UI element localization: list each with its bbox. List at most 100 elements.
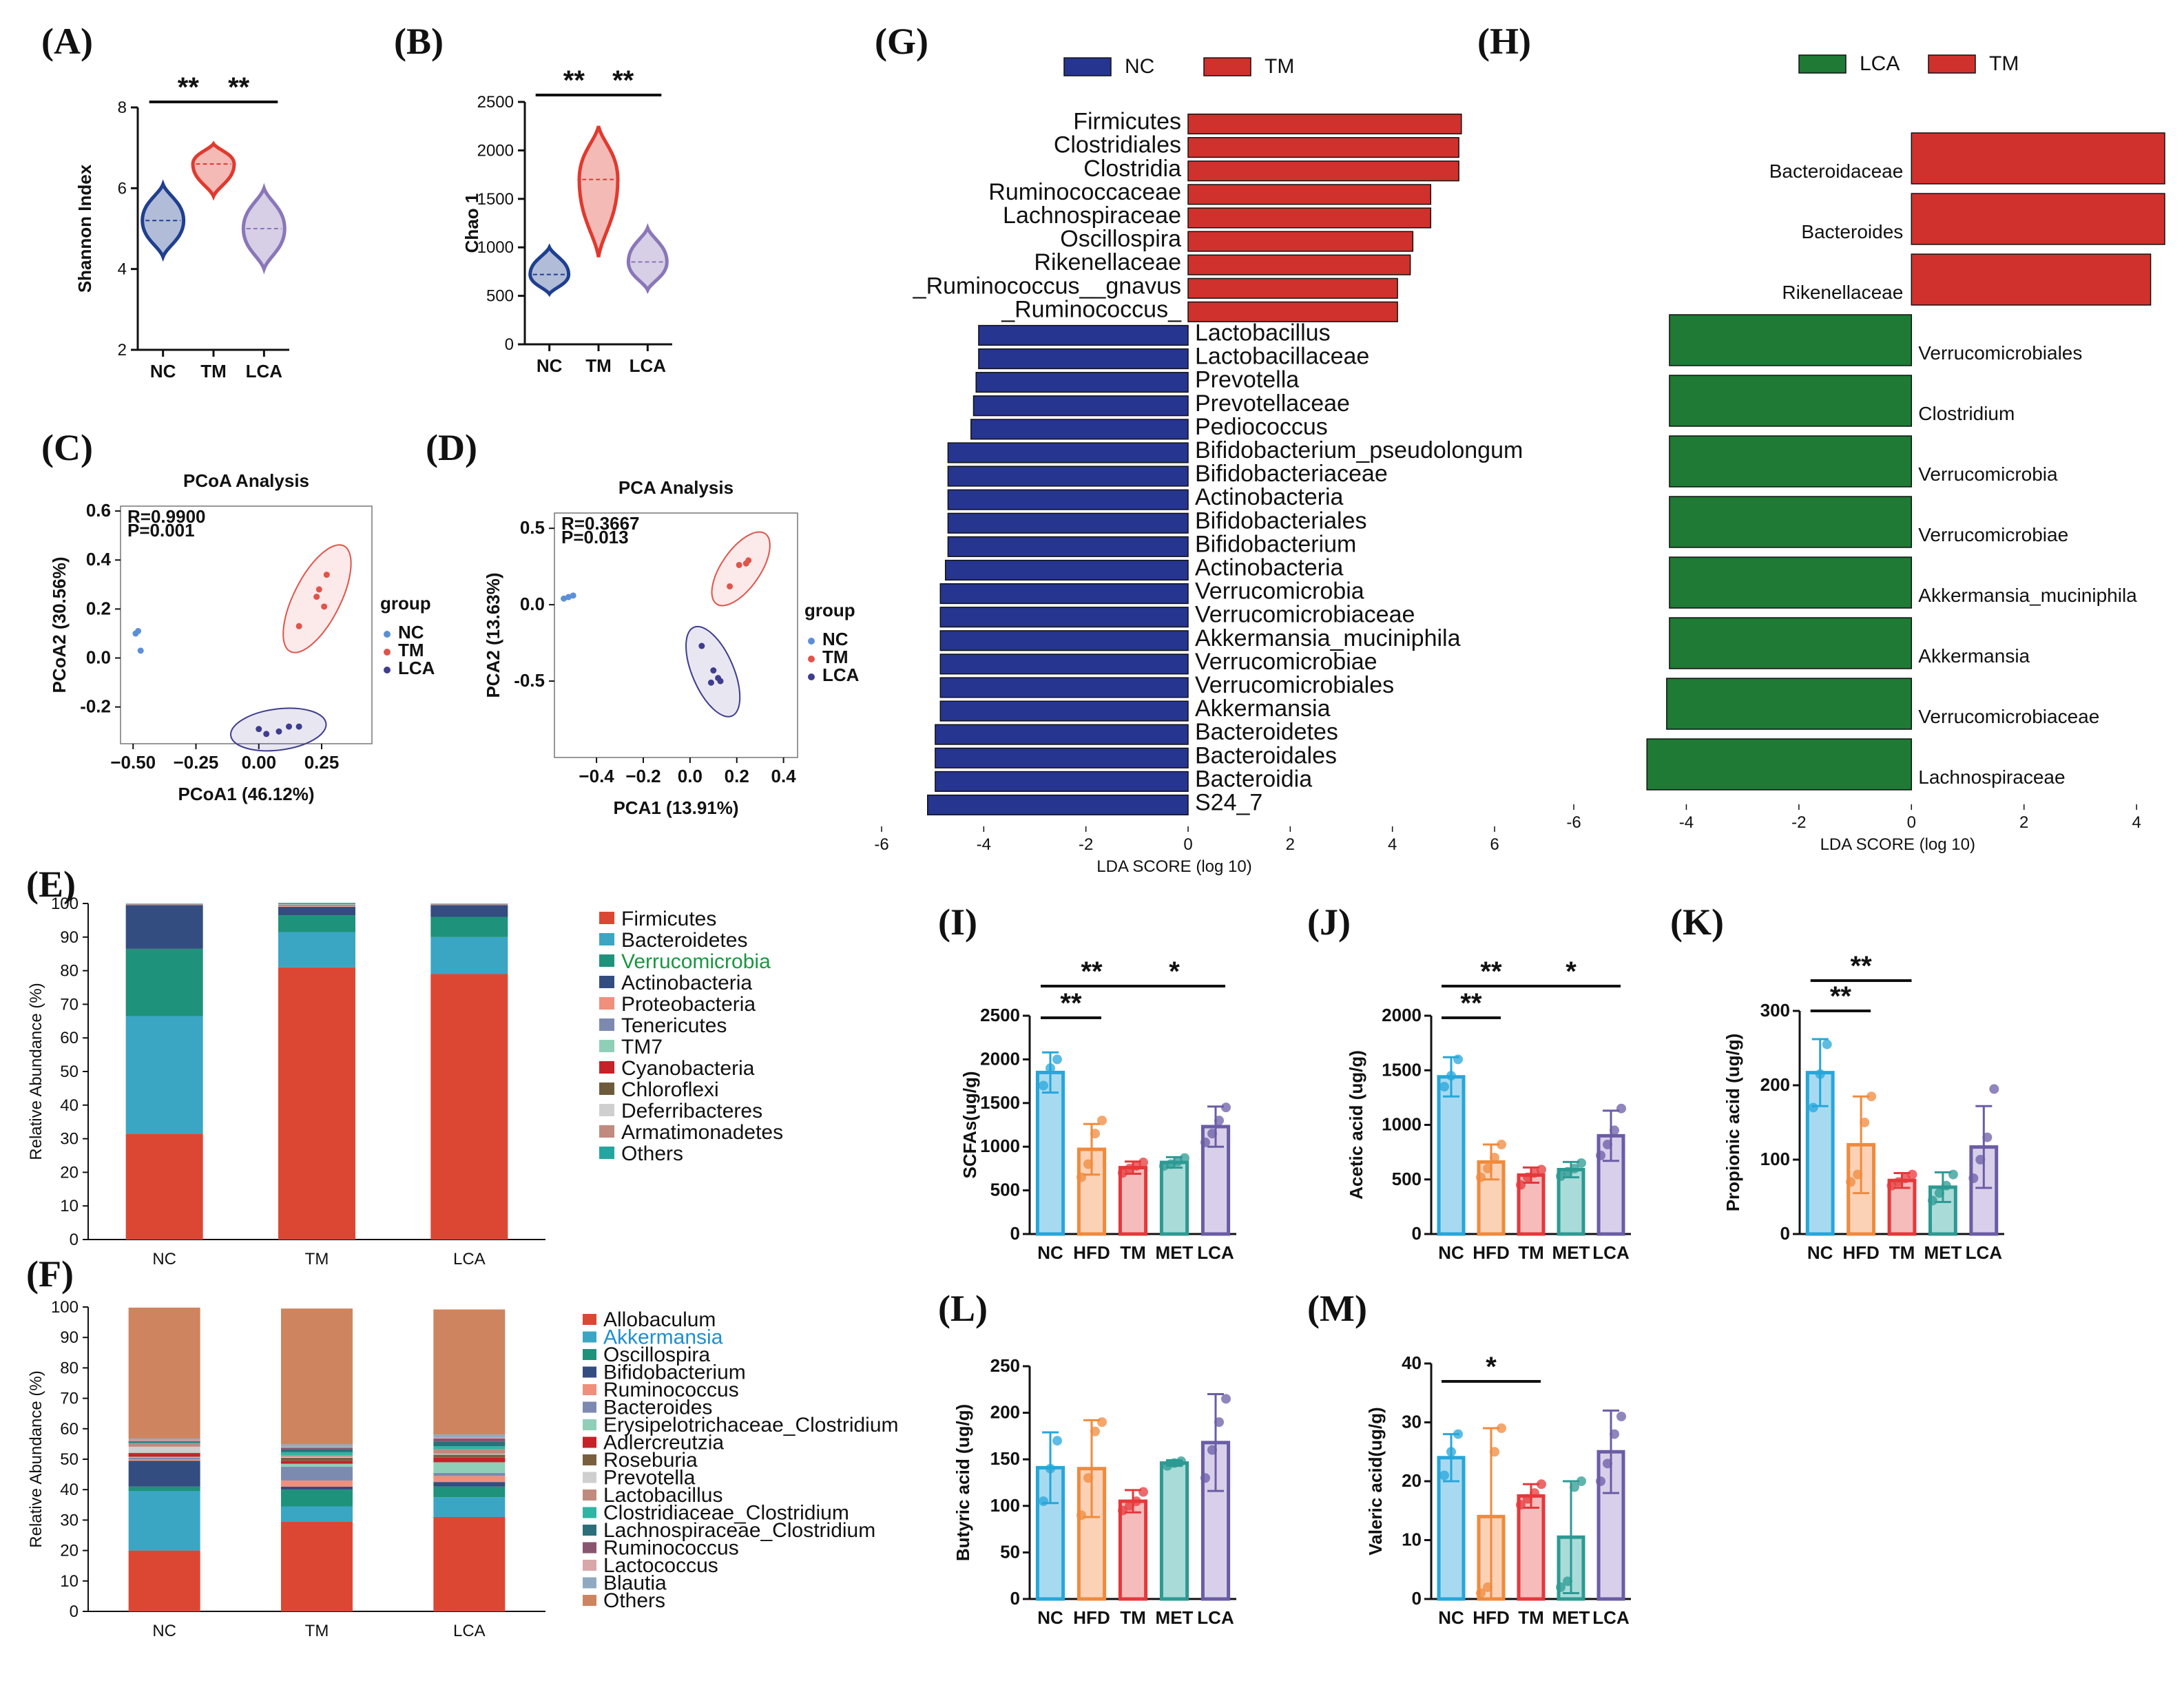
y-tick-label: 0 bbox=[1412, 1588, 1422, 1609]
bar-segment-Ruminococcus bbox=[281, 1480, 353, 1487]
bar-segment-Lachnospiraceae_Clostridium bbox=[281, 1449, 353, 1452]
y-tick-label: 90 bbox=[60, 928, 79, 947]
y-tick-label: 30 bbox=[1402, 1412, 1422, 1432]
bar-segment-Firmicutes bbox=[278, 967, 355, 1240]
lda-bar bbox=[927, 794, 1189, 816]
y-tick-label: 1000 bbox=[477, 238, 514, 257]
bar-MET bbox=[1159, 1461, 1189, 1601]
point-TM bbox=[736, 561, 742, 568]
y-tick-label: 0 bbox=[70, 1231, 79, 1249]
panel-label: (L) bbox=[938, 1288, 988, 1329]
x-tick-label: NC bbox=[150, 361, 176, 381]
bar-segment-Lactobacillus bbox=[433, 1449, 506, 1454]
lda-label: Firmicutes bbox=[1073, 109, 1181, 135]
x-tick-label: 6 bbox=[1490, 835, 1499, 854]
lda-bar bbox=[947, 466, 1189, 487]
x-tick-label: HFD bbox=[1473, 1607, 1509, 1628]
stat-text: R=0.9900 bbox=[127, 506, 205, 527]
lda-label: Oscillospira bbox=[1060, 226, 1181, 252]
panel-label: (J) bbox=[1307, 901, 1351, 943]
legend-swatch-Proteobacteria bbox=[599, 997, 614, 1010]
point-LCA bbox=[1982, 1132, 1993, 1142]
y-tick-label: 100 bbox=[51, 895, 79, 913]
point-MET bbox=[1180, 1153, 1189, 1163]
legend-label: NC bbox=[1125, 55, 1154, 78]
bar-segment-Adlercreutzia bbox=[128, 1454, 200, 1457]
panel-label: (G) bbox=[875, 21, 928, 62]
point-LCA bbox=[717, 678, 724, 684]
lda-bar bbox=[1646, 738, 1913, 791]
point-LCA bbox=[1968, 1173, 1979, 1183]
y-tick-label: 0.5 bbox=[520, 517, 545, 538]
legend-marker-TM bbox=[384, 649, 391, 656]
lda-label: Actinobacteria bbox=[1195, 554, 1344, 581]
y-tick-label: 0 bbox=[505, 335, 514, 354]
legend-label: TM bbox=[398, 640, 424, 660]
point-NC bbox=[1815, 1069, 1825, 1079]
lda-bar bbox=[978, 324, 1189, 346]
panel-C: (C) PCoA Analysis −0.50 −0.25 0.00 0.25 -0.2 0.… bbox=[41, 427, 435, 804]
lda-bar bbox=[1666, 678, 1913, 730]
point-TM bbox=[1138, 1487, 1148, 1497]
lda-bar bbox=[1187, 301, 1398, 322]
lda-bar bbox=[1911, 253, 2152, 306]
bar-NC bbox=[1437, 1075, 1466, 1236]
legend-label: TM bbox=[1989, 52, 2019, 75]
x-tick-label: TM bbox=[1120, 1242, 1146, 1263]
legend-label: Cyanobacteria bbox=[621, 1057, 755, 1080]
legend-swatch-Others bbox=[599, 1147, 614, 1159]
panel-I: (I) 0 500 1000 1500 2000 2500 SCFAs(ug/g) NC HFD T… bbox=[938, 901, 1236, 1263]
point-TM bbox=[1118, 1168, 1127, 1178]
lda-bar bbox=[939, 700, 1189, 722]
lda-bar bbox=[1669, 314, 1913, 366]
x-tick-label: -4 bbox=[977, 835, 991, 854]
lda-label: Rikenellaceae bbox=[1782, 282, 1903, 303]
point-LCA bbox=[1221, 1394, 1231, 1404]
lda-label: Lachnospiraceae bbox=[1003, 202, 1181, 229]
panel-label: (D) bbox=[426, 427, 477, 468]
x-tick-label: MET bbox=[1552, 1607, 1590, 1628]
bar-segment-TM7 bbox=[278, 903, 355, 905]
legend-swatch-Chloroflexi bbox=[599, 1083, 614, 1095]
lda-bar bbox=[947, 442, 1189, 463]
lda-label: Verrucomicrobiae bbox=[1195, 649, 1377, 675]
lda-bar bbox=[1187, 137, 1459, 158]
x-tick-label: TM bbox=[305, 1250, 329, 1268]
lda-label: Bacteroides bbox=[1801, 221, 1903, 242]
bar-segment-Verrucomicrobia bbox=[125, 948, 203, 1016]
point-LCA bbox=[295, 723, 302, 730]
y-tick-label: 40 bbox=[1402, 1352, 1422, 1373]
lda-bar bbox=[939, 607, 1189, 628]
legend-label: Adlercreutzia bbox=[603, 1432, 724, 1454]
x-tick-label: LCA bbox=[453, 1250, 486, 1268]
legend-label: Clostridiaceae_Clostridium bbox=[603, 1502, 849, 1525]
bar-segment-Oscillospira bbox=[281, 1489, 353, 1507]
lda-label: Akkermansia_muciniphila bbox=[1918, 585, 2137, 606]
bar-segment-Lactococcus bbox=[128, 1440, 200, 1441]
legend-label: LCA bbox=[1860, 52, 1900, 75]
bar-MET bbox=[1159, 1160, 1189, 1236]
point-LCA bbox=[263, 731, 270, 738]
y-tick-label: 2000 bbox=[477, 141, 514, 160]
lda-bar bbox=[1669, 375, 1913, 427]
y-tick-label: 10 bbox=[60, 1197, 79, 1215]
lda-bar bbox=[939, 677, 1189, 698]
bar-segment-Bacteroidetes bbox=[278, 932, 355, 968]
point-MET bbox=[1556, 1171, 1566, 1181]
x-tick-label: 0.25 bbox=[304, 752, 340, 773]
bar-segment-Actinobacteria bbox=[125, 905, 203, 949]
legend-label: Bacteroidetes bbox=[621, 929, 747, 952]
legend-label: Firmicutes bbox=[621, 908, 716, 930]
legend-marker-NC bbox=[384, 631, 391, 638]
legend-label: Tenericutes bbox=[621, 1014, 727, 1037]
point-NC bbox=[570, 592, 576, 599]
legend-label: Deferribacteres bbox=[621, 1100, 762, 1122]
point-TM bbox=[295, 623, 302, 629]
lda-bar bbox=[1911, 193, 2165, 245]
lda-label: _Ruminococcus__gnavus bbox=[913, 273, 1181, 299]
x-tick-label: NC bbox=[152, 1250, 176, 1268]
point-TM bbox=[1523, 1172, 1532, 1182]
legend-swatch-Blautia bbox=[583, 1577, 596, 1589]
lda-bar bbox=[973, 395, 1189, 417]
lda-label: Lachnospiraceae bbox=[1918, 766, 2065, 788]
